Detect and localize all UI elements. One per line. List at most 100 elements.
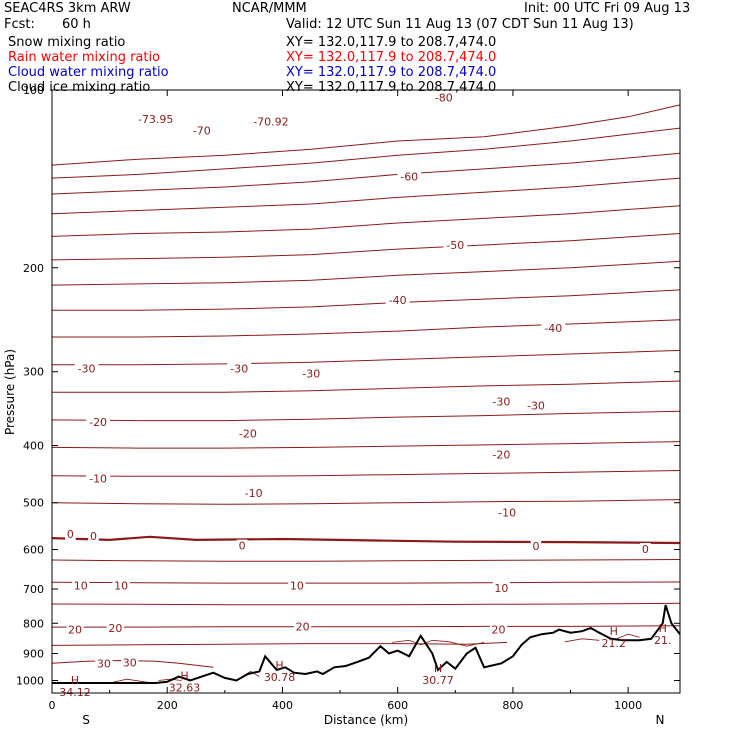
contour-line-10	[51, 581, 681, 584]
contour-label: -30	[78, 362, 96, 375]
extremum-marker: H	[71, 674, 79, 687]
axes: 0 200 400 600 800 100010020030040050060070080…	[16, 84, 680, 712]
contour-line-m50	[51, 233, 681, 261]
contour-line-m75	[51, 104, 681, 166]
extremum-value: 30.77	[422, 674, 454, 687]
terrain-line	[52, 604, 681, 684]
north-end-label: N	[656, 713, 665, 727]
contour-label-bg	[74, 362, 99, 375]
y-tick-label: 500	[23, 497, 44, 510]
contour-label-bg	[106, 622, 124, 635]
contour-line-m40	[52, 289, 681, 311]
contour-line-m55	[51, 205, 681, 237]
contour-line-30	[51, 659, 214, 668]
field-xy-cloud-water: XY= 132.0,117.9 to 208.7,474.0	[286, 65, 497, 80]
y-tick-label: 600	[23, 543, 44, 556]
contour-label-bg	[288, 579, 306, 592]
rain-contour-1	[158, 678, 182, 681]
x-tick-label: 600	[387, 699, 408, 712]
contour-label-bg	[397, 170, 422, 183]
contour-label-bg	[88, 529, 99, 542]
contour-label: -20	[89, 416, 107, 429]
contour-label: 0	[642, 543, 649, 556]
center-label: NCAR/MMM	[232, 1, 307, 16]
x-tick-label: 800	[502, 699, 523, 712]
contour-line-m35	[52, 319, 681, 338]
contour-label: 0	[67, 528, 74, 541]
contour-label-bg	[133, 113, 178, 126]
y-tick-label: 1000	[16, 674, 44, 687]
contour-label: 0	[239, 540, 246, 553]
contour-label: 10	[74, 579, 88, 592]
contour-label-bg	[95, 657, 113, 670]
contour-label: 30	[97, 657, 111, 670]
y-tick-label: 900	[23, 647, 44, 660]
contour-label: 20	[108, 622, 122, 635]
contour-label-bg	[299, 367, 324, 380]
extremum-marker: H	[659, 622, 667, 635]
contour-label-bg	[227, 362, 252, 375]
contour-label: -30	[230, 362, 248, 375]
contour-label: -20	[239, 428, 257, 441]
contour-label-bg	[86, 472, 110, 485]
rain-contour-3	[391, 639, 485, 647]
contour-line-m65	[51, 152, 681, 195]
contour-label-bg	[524, 399, 548, 412]
x-tick-label: 400	[272, 699, 293, 712]
contour-label-bg	[249, 115, 293, 128]
extremum-marker: H	[434, 662, 442, 675]
extremum-value: 21.2	[601, 637, 626, 650]
contour-label-bg	[489, 623, 508, 636]
contour-label: -70.92	[253, 115, 288, 128]
contour-label-bg	[385, 294, 410, 307]
x-axis-title: Distance (km)	[324, 713, 408, 727]
field-name-snow: Snow mixing ratio	[8, 35, 126, 50]
contour-label-bg	[72, 579, 90, 592]
extremum-value: 21.	[654, 634, 672, 647]
extremum-marker: H	[180, 669, 188, 682]
contour-line-m25	[52, 380, 681, 393]
fcst-value: 60 h	[62, 17, 91, 32]
rain-contour-4	[564, 638, 600, 643]
contour-label: -40	[544, 322, 562, 335]
extremum-marker: H	[610, 625, 618, 638]
field-name-cloud-ice: Cloud ice mixing ratio	[8, 80, 151, 95]
contour-label: -20	[492, 448, 510, 461]
contour-label-bg	[443, 238, 468, 251]
contour-label-bg	[294, 620, 312, 633]
extremum-value: 34.12	[59, 686, 91, 699]
contour-label-bg	[431, 91, 456, 104]
contour-label-bg	[541, 322, 566, 335]
field-name-rain: Rain water mixing ratio	[8, 50, 161, 65]
extremum-value: 32.63	[169, 681, 201, 694]
y-tick-label: 800	[23, 617, 44, 630]
y-axis-title: Pressure (hPa)	[3, 349, 17, 435]
contour-label: -30	[527, 399, 545, 412]
contour-label-bg	[112, 579, 130, 592]
contour-label: -40	[389, 294, 407, 307]
contour-label: -73.95	[138, 113, 173, 126]
contour-label-bg	[189, 124, 214, 137]
contour-line-m20	[51, 410, 681, 422]
contour-line-m15	[51, 441, 681, 449]
rain-contours	[109, 633, 640, 684]
field-xy-snow: XY= 132.0,117.9 to 208.7,474.0	[286, 35, 497, 50]
contour-label: -30	[492, 396, 510, 409]
contour-label-bg	[489, 395, 514, 408]
plot-frame	[51, 89, 681, 694]
contour-labels: -73.95 -70.92 -70 -80 -60 -50 -40 -40 -30 -30 -30 -…	[65, 91, 651, 670]
contour-label-bg	[235, 427, 260, 440]
contour-label-bg	[241, 486, 266, 499]
contour-label-bg	[66, 623, 84, 636]
contour-label: -10	[498, 506, 516, 519]
contour-label: 10	[290, 579, 304, 592]
contour-label: 0	[90, 530, 97, 543]
y-tick-label: 100	[23, 84, 44, 97]
contour-label: 20	[68, 624, 82, 637]
extremum-value: 30.78	[264, 671, 296, 684]
x-tick-label: 0	[49, 699, 56, 712]
contour-label-bg	[489, 448, 514, 461]
contour-line-m60	[51, 177, 681, 215]
